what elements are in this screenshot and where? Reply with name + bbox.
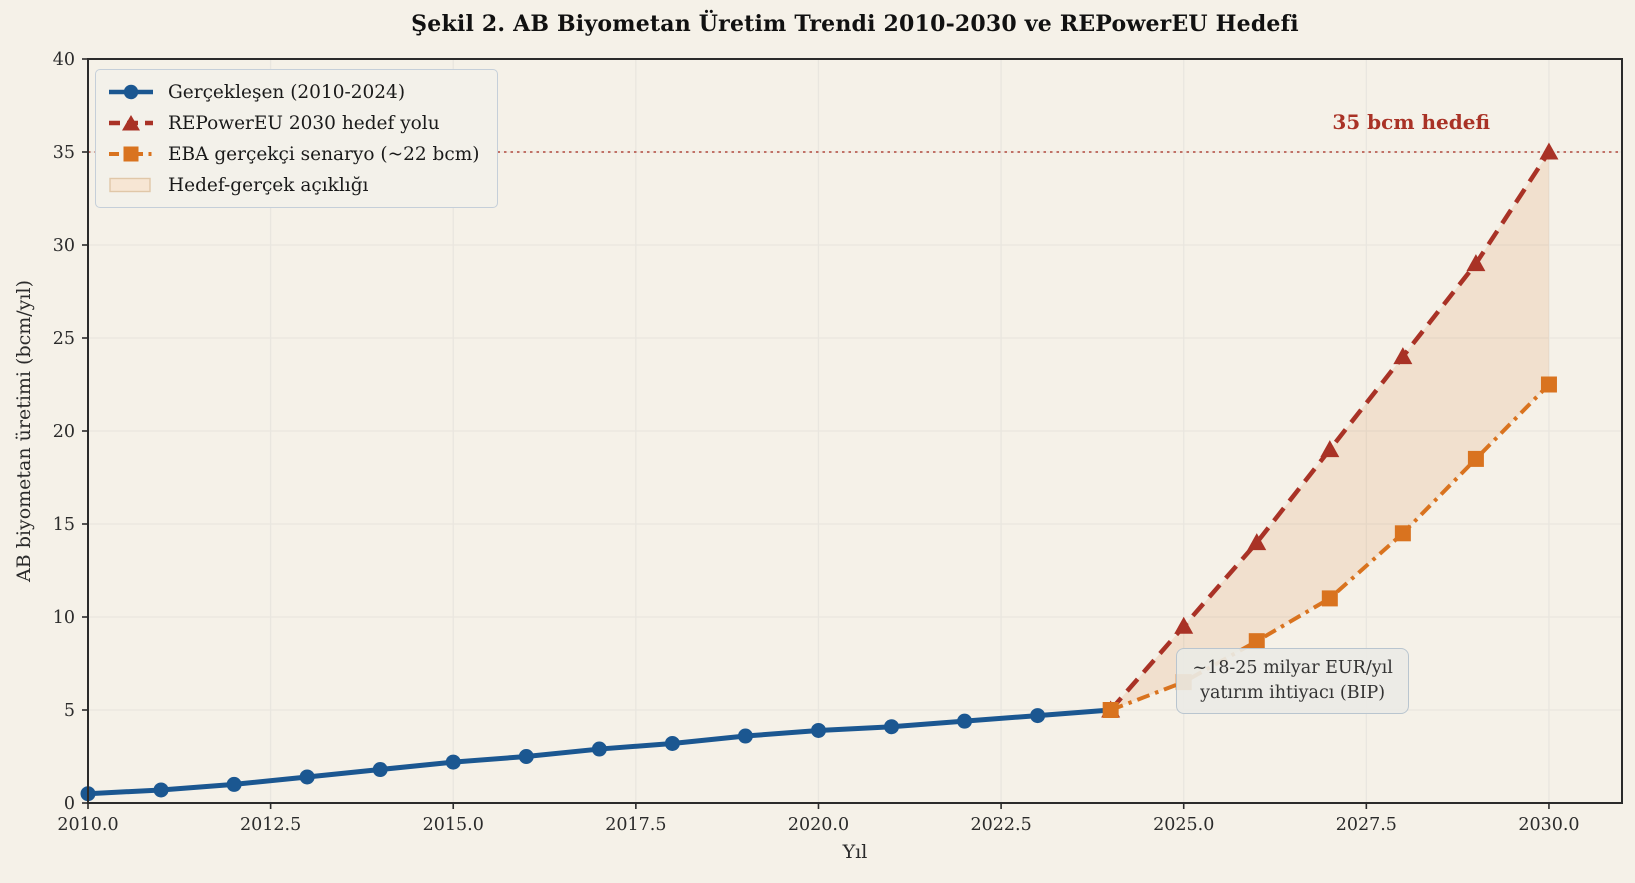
data-point-circle [664, 735, 680, 751]
data-point-triangle [1247, 533, 1267, 551]
legend-item-gap: Hedef-gerçek açıklığı [107, 173, 479, 197]
data-point-circle [153, 782, 169, 798]
x-tick-label: 2020.0 [788, 815, 849, 835]
legend-swatch-target-line-icon [109, 115, 153, 131]
legend-swatch-gap-patch-icon [109, 177, 151, 193]
data-point-circle [1030, 708, 1046, 724]
data-point-circle [591, 741, 607, 757]
data-point-circle [299, 769, 315, 785]
target-line-label: 35 bcm hedefi [1332, 110, 1490, 134]
legend-swatch-eba-line-icon [109, 146, 153, 162]
y-tick-label: 30 [53, 236, 75, 256]
investment-annotation: ~18-25 milyar EUR/yıl yatırım ihtiyacı (… [1176, 647, 1409, 715]
data-point-circle [226, 776, 242, 792]
data-point-circle [810, 722, 826, 738]
data-point-circle [737, 728, 753, 744]
data-point-square [1540, 376, 1557, 393]
legend-swatch-actual-line-icon [109, 84, 153, 100]
data-point-square [1248, 633, 1265, 650]
x-tick-label: 2027.5 [1336, 815, 1397, 835]
x-tick-label: 2012.5 [240, 815, 301, 835]
data-point-circle [445, 754, 461, 770]
y-tick-label: 10 [53, 608, 75, 628]
x-tick-label: 2015.0 [423, 815, 484, 835]
y-tick-label: 15 [53, 515, 75, 535]
legend-item-repowereu: REPowerEU 2030 hedef yolu [107, 111, 479, 135]
legend-label: REPowerEU 2030 hedef yolu [168, 112, 440, 134]
data-point-circle [884, 719, 900, 735]
data-point-square [1467, 450, 1484, 467]
y-tick-label: 5 [64, 701, 75, 721]
data-point-circle [957, 713, 973, 729]
data-point-triangle [1539, 142, 1559, 160]
legend-item-gerceklesen: Gerçekleşen (2010-2024) [107, 80, 479, 104]
x-tick-label: 2010.0 [57, 815, 118, 835]
legend-label: EBA gerçekçi senaryo (~22 bcm) [168, 143, 480, 165]
chart-title: Şekil 2. AB Biyometan Üretim Trendi 2010… [411, 11, 1299, 37]
legend-item-eba: EBA gerçekçi senaryo (~22 bcm) [107, 142, 479, 166]
x-tick-label: 2025.0 [1153, 815, 1214, 835]
data-point-triangle [1393, 347, 1413, 365]
x-tick-label: 2022.5 [970, 815, 1031, 835]
data-point-circle [518, 749, 534, 764]
data-point-circle [372, 762, 388, 778]
y-tick-label: 35 [53, 143, 75, 163]
legend-label: Hedef-gerçek açıklığı [168, 174, 369, 196]
y-axis-label: AB biyometan üretimi (bcm/yıl) [13, 280, 35, 582]
data-point-square [1102, 702, 1119, 718]
legend-label: Gerçekleşen (2010-2024) [168, 81, 406, 103]
annotation-line-1: ~18-25 milyar EUR/yıl [1192, 657, 1393, 678]
y-tick-label: 0 [64, 794, 75, 814]
y-tick-label: 40 [53, 50, 75, 70]
x-tick-label: 2017.5 [605, 815, 666, 835]
annotation-line-2: yatırım ihtiyacı (BIP) [1200, 683, 1386, 704]
data-point-triangle [1174, 616, 1194, 634]
data-point-triangle [1466, 254, 1486, 272]
data-point-square [1394, 525, 1411, 542]
x-tick-label: 2030.0 [1518, 815, 1579, 835]
y-tick-label: 25 [53, 329, 75, 349]
legend: Gerçekleşen (2010-2024) REPowerEU 2030 h… [95, 69, 499, 208]
y-tick-label: 20 [53, 422, 75, 442]
data-point-triangle [1320, 440, 1340, 458]
x-axis-label: Yıl [842, 841, 868, 863]
data-point-square [1321, 590, 1338, 607]
